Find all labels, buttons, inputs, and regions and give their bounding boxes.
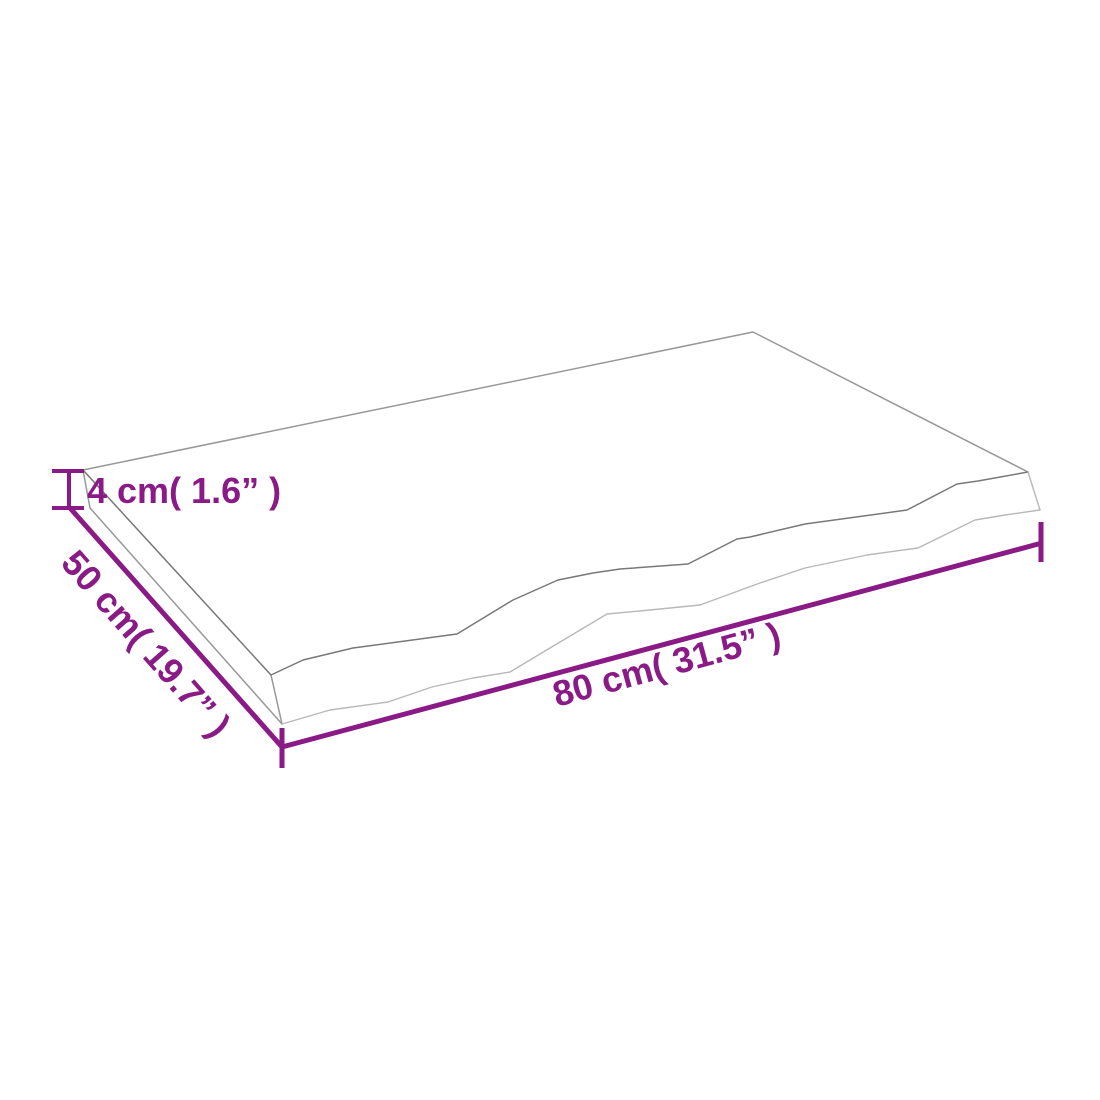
board-live-edge-bottom bbox=[281, 509, 1041, 725]
width-dimension-line bbox=[281, 540, 1043, 750]
board-back-edges bbox=[82, 331, 1029, 725]
board-top-face bbox=[83, 332, 1028, 675]
board-bottom-edges bbox=[281, 471, 1041, 725]
board-live-edge-top bbox=[82, 469, 1029, 676]
board-left-face bbox=[83, 470, 282, 724]
board-right-thickness-edge bbox=[1027, 471, 1041, 511]
thickness-dimension-tick bbox=[52, 469, 84, 510]
board-front-face bbox=[271, 472, 1040, 724]
thickness-dimension-label: 4 cm( 1.6” ) bbox=[87, 470, 282, 511]
dimension-lines bbox=[52, 469, 1044, 768]
depth-dimension-line bbox=[68, 506, 284, 749]
